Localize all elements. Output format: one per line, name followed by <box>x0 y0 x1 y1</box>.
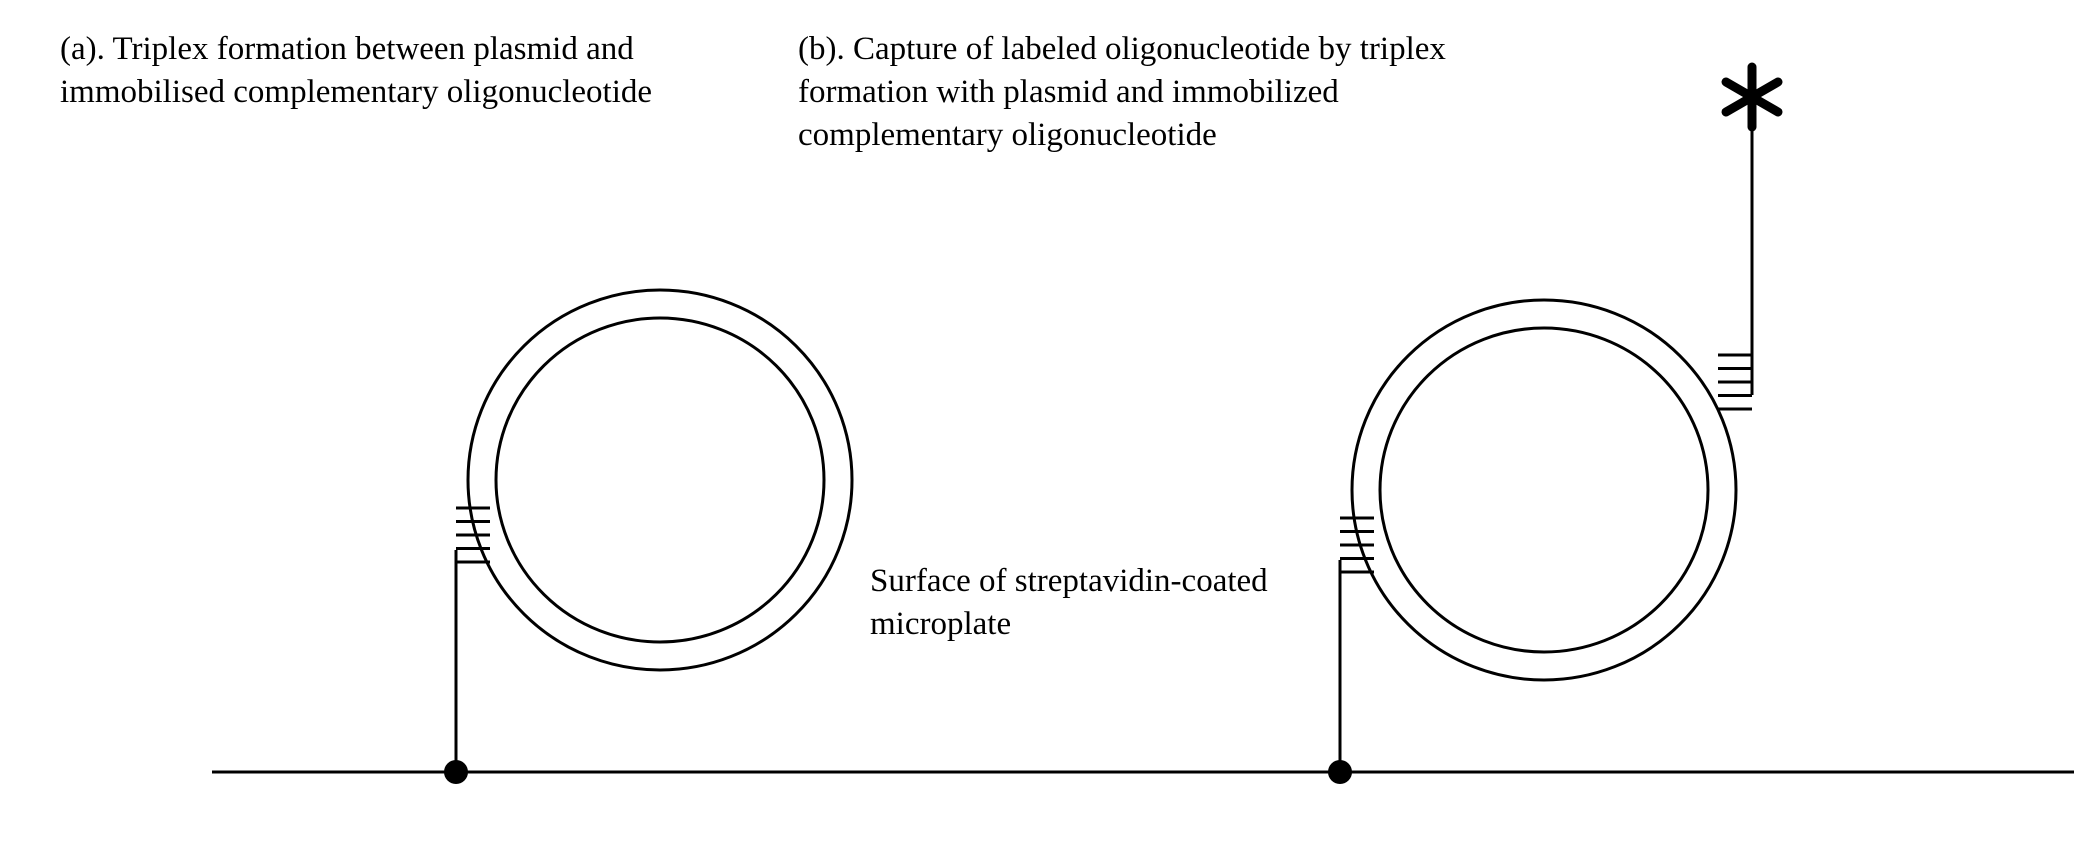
diagram <box>0 0 2074 868</box>
